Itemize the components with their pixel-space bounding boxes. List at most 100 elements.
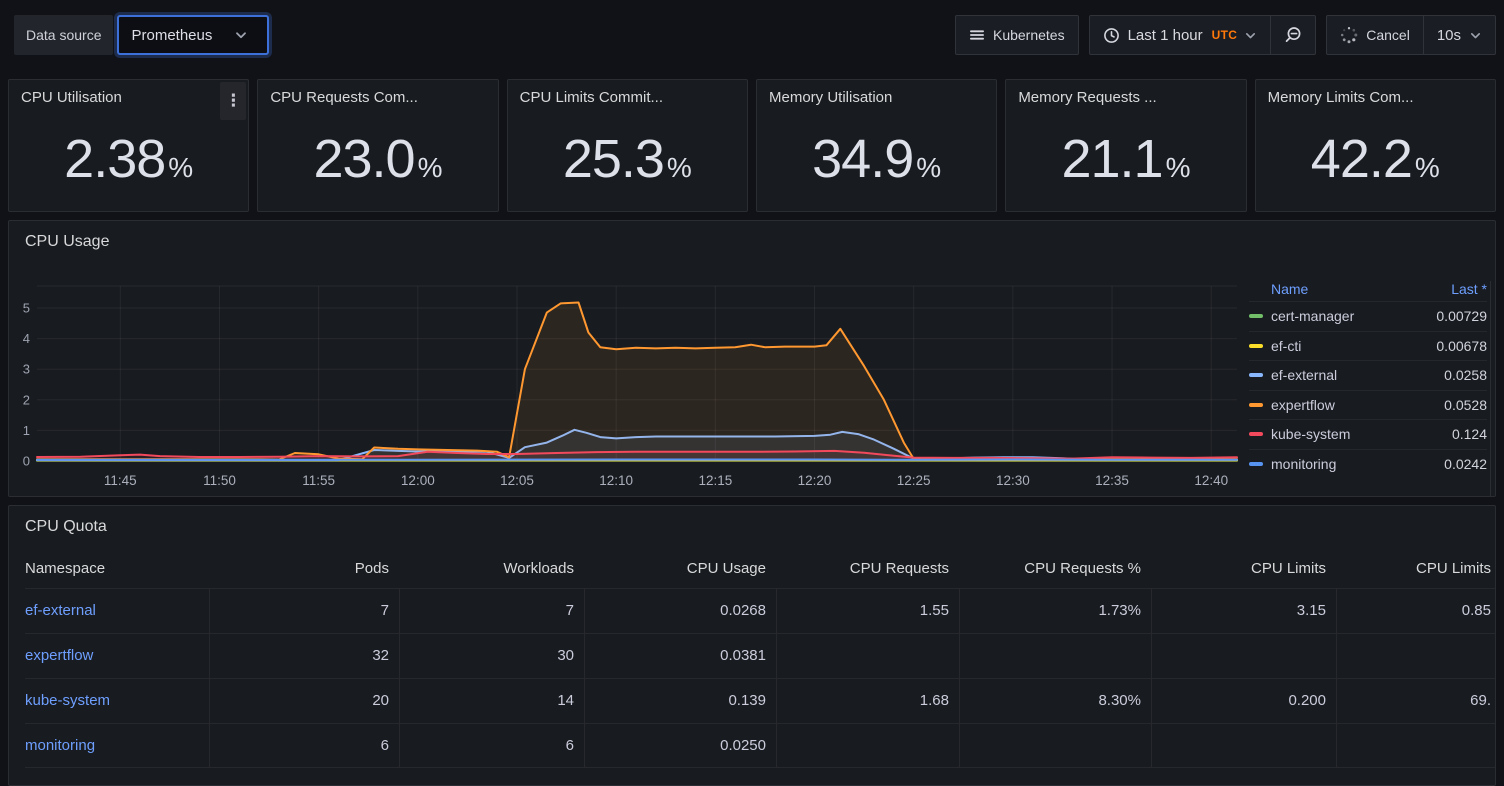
namespace-cell: expertflow xyxy=(25,633,209,678)
panel-title[interactable]: CPU Usage xyxy=(25,233,110,250)
stat-panel-title[interactable]: Memory Requests ... xyxy=(1018,89,1157,106)
column-header[interactable]: CPU Usage xyxy=(686,560,766,577)
legend-series-name[interactable]: ef-external xyxy=(1271,367,1338,384)
x-axis-tick-label: 12:40 xyxy=(1194,473,1228,488)
series-color-swatch xyxy=(1249,461,1263,466)
legend-header: Name Last * xyxy=(1249,277,1487,301)
spinner-icon xyxy=(1340,26,1358,44)
namespace-cell: monitoring xyxy=(25,723,209,768)
namespace-cell: kube-system xyxy=(25,678,209,723)
legend-series-name[interactable]: expertflow xyxy=(1271,396,1335,413)
stat-value-wrap: 25.3% xyxy=(563,128,692,190)
stat-value: 2.38% xyxy=(9,114,248,203)
legend-series-last-value: 0.0242 xyxy=(1444,455,1487,472)
x-axis-tick-label: 12:25 xyxy=(897,473,931,488)
namespace-link[interactable]: expertflow xyxy=(25,647,94,664)
namespace-link[interactable]: monitoring xyxy=(25,737,96,754)
panel-menu-icon[interactable]: ⋮ xyxy=(220,82,247,120)
table-row: monitoring 6 6 0.0250 xyxy=(25,723,1495,768)
series-color-swatch xyxy=(1249,314,1263,319)
cancel-refresh-button[interactable]: Cancel xyxy=(1326,15,1424,55)
legend-series-name[interactable]: cert-manager xyxy=(1271,308,1355,325)
table-cell: 0.85 xyxy=(1336,588,1495,633)
stat-value-number: 42.2 xyxy=(1310,128,1413,189)
legend-series-last-value: 0.124 xyxy=(1451,426,1487,443)
legend-series-name[interactable]: monitoring xyxy=(1271,455,1337,472)
series-color-swatch xyxy=(1249,343,1263,348)
table-row: expertflow 32 30 0.0381 xyxy=(25,633,1495,678)
chevron-down-icon xyxy=(1244,29,1257,42)
table-cell: 1.68 xyxy=(776,678,959,723)
table-row: ef-external 7 7 0.0268 1.55 1.73% 3.15 0.85 xyxy=(25,588,1495,633)
legend-series-last-value: 0.00729 xyxy=(1436,308,1487,325)
cancel-label: Cancel xyxy=(1366,27,1410,43)
stat-value-unit: % xyxy=(666,151,692,183)
zoom-out-button[interactable] xyxy=(1270,15,1317,55)
datasource-select[interactable]: Prometheus xyxy=(117,15,270,55)
legend-series-last-value: 0.00678 xyxy=(1436,337,1487,354)
x-axis-tick-label: 12:05 xyxy=(500,473,534,488)
stat-panel: CPU Utilisation ⋮ 2.38% xyxy=(8,79,250,212)
stat-value-unit: % xyxy=(417,151,443,183)
table-cell: 0.0250 xyxy=(584,723,776,768)
column-header[interactable]: CPU Limits xyxy=(1415,560,1491,577)
refresh-interval-dropdown[interactable]: 10s xyxy=(1422,15,1496,55)
x-axis-tick-label: 12:00 xyxy=(401,473,435,488)
table-cell xyxy=(1336,633,1495,678)
legend-series-name[interactable]: kube-system xyxy=(1271,426,1351,443)
series-color-swatch xyxy=(1249,432,1263,437)
table-cell xyxy=(776,723,959,768)
stat-value-number: 21.1 xyxy=(1061,128,1163,189)
column-header[interactable]: CPU Requests xyxy=(849,560,949,577)
stat-value: 25.3% xyxy=(508,114,747,203)
stat-value-wrap: 34.9% xyxy=(812,128,941,190)
table-cell: 1.73% xyxy=(959,588,1151,633)
legend-name-header[interactable]: Name xyxy=(1271,281,1309,297)
cpu-usage-chart[interactable]: 0 1 2 3 4 5 11:45 11:50 11:55 12:00 12:05 12:10 12:1… xyxy=(17,271,1247,497)
time-range-button[interactable]: Last 1 hour UTC xyxy=(1088,15,1272,55)
column-header[interactable]: CPU Requests % xyxy=(1024,560,1141,577)
refresh-group: Cancel 10s xyxy=(1326,15,1496,55)
table-cell: 20 xyxy=(209,678,399,723)
table-cell: 69. xyxy=(1336,678,1495,723)
table-cell: 7 xyxy=(209,588,399,633)
dashboard-toolbar: Data source Prometheus Kubernetes Last 1… xyxy=(0,0,1504,55)
stat-value-unit: % xyxy=(1414,151,1440,183)
timezone-label: UTC xyxy=(1211,28,1238,42)
column-header[interactable]: CPU Limits xyxy=(1250,560,1326,577)
stat-panel-title[interactable]: CPU Requests Com... xyxy=(270,89,418,106)
chevron-down-icon xyxy=(234,28,248,42)
table-cell: 0.0268 xyxy=(584,588,776,633)
column-header[interactable]: Namespace xyxy=(25,560,106,577)
namespace-link[interactable]: ef-external xyxy=(25,602,96,619)
table-cell xyxy=(1336,723,1495,768)
stat-panel-title[interactable]: Memory Utilisation xyxy=(768,89,893,106)
y-axis-tick-label: 4 xyxy=(23,331,30,346)
series-color-swatch xyxy=(1249,373,1263,378)
stat-panel-title[interactable]: CPU Utilisation xyxy=(21,89,122,106)
cpu-quota-panel: CPU Quota Namespace Pods Workloads CPU Usag… xyxy=(8,505,1496,786)
cpu-quota-table: Namespace Pods Workloads CPU Usage CPU Reque… xyxy=(25,546,1495,768)
namespace-link[interactable]: kube-system xyxy=(25,692,111,709)
legend-series-last-value: 0.0258 xyxy=(1444,367,1487,384)
x-axis-tick-label: 11:45 xyxy=(104,473,137,488)
panel-title[interactable]: CPU Quota xyxy=(25,518,107,535)
y-axis-tick-label: 3 xyxy=(23,362,30,377)
dashboard-menu-button[interactable]: Kubernetes xyxy=(954,15,1079,55)
stat-panel-title[interactable]: Memory Limits Com... xyxy=(1267,89,1414,106)
stat-panel-title[interactable]: CPU Limits Commit... xyxy=(519,89,663,106)
x-axis-tick-label: 12:15 xyxy=(698,473,732,488)
y-axis-tick-label: 5 xyxy=(23,301,30,316)
stat-value-number: 23.0 xyxy=(313,128,415,189)
magnifier-minus-icon xyxy=(1284,26,1302,44)
legend-row: ef-cti 0.00678 xyxy=(1249,330,1487,361)
column-header[interactable]: Workloads xyxy=(503,560,574,577)
legend-scrollbar[interactable] xyxy=(1490,281,1491,496)
table-cell: 32 xyxy=(209,633,399,678)
legend-last-header[interactable]: Last * xyxy=(1451,281,1487,297)
stat-value-wrap: 42.2% xyxy=(1311,128,1440,190)
hamburger-icon xyxy=(969,27,985,43)
table-cell: 3.15 xyxy=(1151,588,1336,633)
legend-series-name[interactable]: ef-cti xyxy=(1271,337,1302,354)
column-header[interactable]: Pods xyxy=(354,560,389,577)
